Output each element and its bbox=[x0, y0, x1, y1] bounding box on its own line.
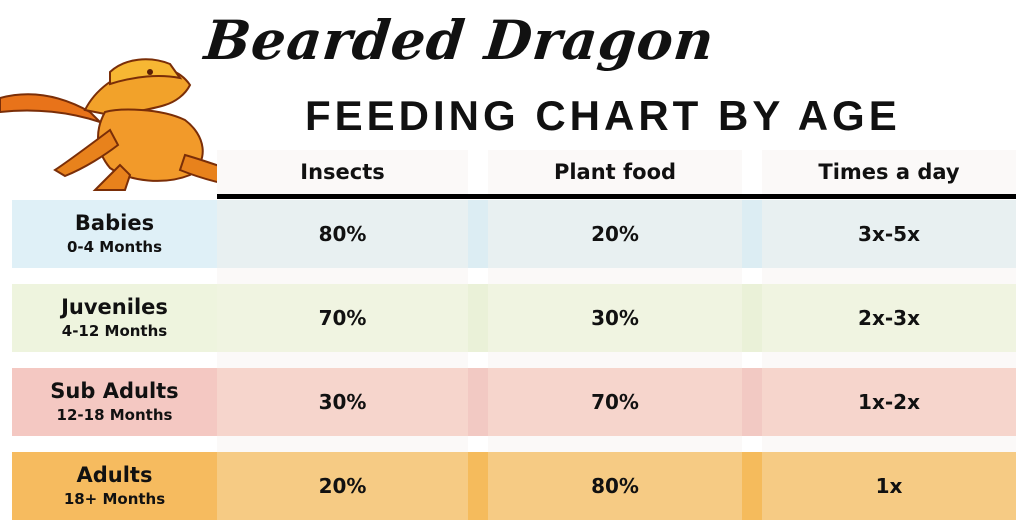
column-gap bbox=[468, 368, 488, 436]
row-separator bbox=[217, 436, 468, 452]
row-label: Adults 18+ Months bbox=[12, 452, 217, 520]
table-cell: 20% bbox=[488, 200, 742, 268]
header-bg bbox=[217, 150, 468, 194]
age-range: 4-12 Months bbox=[61, 322, 168, 340]
value-insects: 70% bbox=[318, 306, 367, 330]
table-cell: 30% bbox=[488, 284, 742, 352]
value-insects: 20% bbox=[318, 474, 367, 498]
subtitle: FEEDING CHART BY AGE bbox=[305, 92, 901, 139]
value-times: 3x-5x bbox=[858, 222, 920, 246]
table-cell: 3x-5x bbox=[762, 200, 1016, 268]
age-range: 0-4 Months bbox=[66, 238, 162, 256]
table-cell: 80% bbox=[488, 452, 742, 520]
table-cell: 80% bbox=[217, 200, 468, 268]
table-cell: 70% bbox=[217, 284, 468, 352]
header-bg bbox=[762, 150, 1016, 194]
value-insects: 30% bbox=[318, 390, 367, 414]
value-times: 1x bbox=[875, 474, 903, 498]
bearded-dragon-illustration bbox=[0, 58, 272, 191]
column-gap bbox=[468, 452, 488, 520]
column-gap bbox=[742, 200, 762, 268]
column-gap bbox=[742, 368, 762, 436]
row-label: Sub Adults 12-18 Months bbox=[12, 368, 217, 436]
column-gap bbox=[468, 284, 488, 352]
table-cell: 70% bbox=[488, 368, 742, 436]
table-cell: 30% bbox=[217, 368, 468, 436]
row-label: Juveniles 4-12 Months bbox=[12, 284, 217, 352]
table-cell: 1x bbox=[762, 452, 1016, 520]
header-bg bbox=[488, 150, 742, 194]
table-cell: 2x-3x bbox=[762, 284, 1016, 352]
value-plant: 80% bbox=[591, 474, 639, 498]
table-cell: 20% bbox=[217, 452, 468, 520]
age-range: 12-18 Months bbox=[56, 406, 173, 424]
column-gap bbox=[468, 200, 488, 268]
header-divider bbox=[217, 194, 1016, 199]
value-insects: 80% bbox=[318, 222, 367, 246]
value-plant: 70% bbox=[591, 390, 639, 414]
row-separator bbox=[217, 268, 468, 284]
row-separator bbox=[762, 352, 1016, 368]
row-separator bbox=[488, 436, 742, 452]
column-gap bbox=[742, 452, 762, 520]
age-group: Sub Adults bbox=[50, 379, 179, 403]
row-label: Babies 0-4 Months bbox=[12, 200, 217, 268]
title: Bearded Dragon bbox=[201, 8, 718, 72]
value-plant: 20% bbox=[591, 222, 639, 246]
value-plant: 30% bbox=[591, 306, 639, 330]
age-group: Juveniles bbox=[61, 295, 168, 319]
row-separator bbox=[488, 352, 742, 368]
value-times: 1x-2x bbox=[858, 390, 920, 414]
row-separator bbox=[488, 268, 742, 284]
column-header-times-a-day: Times a day bbox=[818, 160, 960, 184]
column-gap bbox=[742, 284, 762, 352]
row-separator bbox=[762, 436, 1016, 452]
row-separator bbox=[762, 268, 1016, 284]
table-cell: 1x-2x bbox=[762, 368, 1016, 436]
row-separator bbox=[217, 352, 468, 368]
value-times: 2x-3x bbox=[858, 306, 920, 330]
age-range: 18+ Months bbox=[63, 490, 166, 508]
age-group: Adults bbox=[76, 463, 153, 487]
column-header-insects: Insects bbox=[300, 160, 385, 184]
column-header-plant-food: Plant food bbox=[553, 160, 677, 184]
age-group: Babies bbox=[74, 211, 155, 235]
